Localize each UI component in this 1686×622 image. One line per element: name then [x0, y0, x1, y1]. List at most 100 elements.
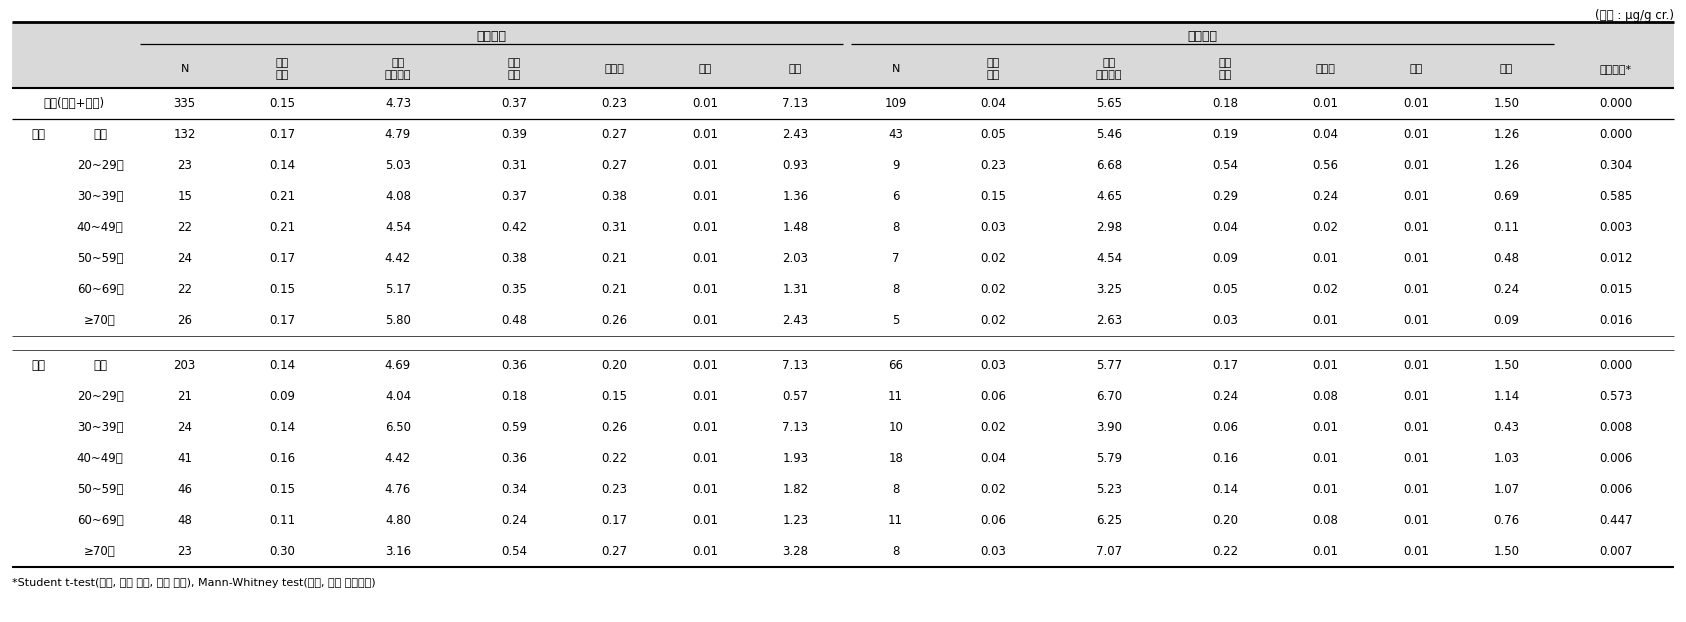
Text: 5.46: 5.46 [1096, 128, 1121, 141]
Text: 7.13: 7.13 [782, 359, 809, 372]
Text: 전체: 전체 [93, 128, 106, 141]
Text: 0.573: 0.573 [1600, 390, 1632, 403]
Bar [12, 181, 1674, 212]
Text: 1.50: 1.50 [1494, 359, 1519, 372]
Text: 0.015: 0.015 [1600, 283, 1632, 296]
Text: 0.21: 0.21 [600, 283, 627, 296]
Text: 2.03: 2.03 [782, 252, 809, 265]
Text: 0.01: 0.01 [1312, 97, 1339, 110]
Text: 0.22: 0.22 [1212, 545, 1238, 558]
Text: 0.06: 0.06 [1212, 421, 1238, 434]
Text: 48: 48 [177, 514, 192, 527]
Text: 최소: 최소 [1409, 64, 1423, 74]
Text: 8: 8 [892, 221, 899, 234]
Text: 0.17: 0.17 [268, 128, 295, 141]
Text: 0.304: 0.304 [1600, 159, 1632, 172]
Text: 0.01: 0.01 [691, 545, 718, 558]
Text: 0.17: 0.17 [1212, 359, 1238, 372]
Text: 5.79: 5.79 [1096, 452, 1121, 465]
Text: 0.01: 0.01 [691, 483, 718, 496]
Text: 5.23: 5.23 [1096, 483, 1121, 496]
Text: 2.43: 2.43 [782, 314, 809, 327]
Text: 0.31: 0.31 [501, 159, 528, 172]
Text: 43: 43 [889, 128, 904, 141]
Text: 5: 5 [892, 314, 899, 327]
Text: 0.01: 0.01 [1403, 159, 1428, 172]
Text: 0.03: 0.03 [1212, 314, 1238, 327]
Text: 0.17: 0.17 [600, 514, 627, 527]
Text: 0.02: 0.02 [980, 421, 1007, 434]
Text: 0.02: 0.02 [980, 283, 1007, 296]
Text: 7.13: 7.13 [782, 97, 809, 110]
Text: 0.56: 0.56 [1312, 159, 1339, 172]
Text: 0.05: 0.05 [1212, 283, 1238, 296]
Text: 0.01: 0.01 [1403, 283, 1428, 296]
Text: 0.16: 0.16 [1212, 452, 1238, 465]
Text: 0.39: 0.39 [501, 128, 528, 141]
Text: 24: 24 [177, 421, 192, 434]
Text: 0.01: 0.01 [1403, 483, 1428, 496]
Text: 3.16: 3.16 [384, 545, 411, 558]
Text: 0.15: 0.15 [270, 97, 295, 110]
Text: ≥70세: ≥70세 [84, 314, 116, 327]
Text: 8: 8 [892, 545, 899, 558]
Text: 최대: 최대 [1501, 64, 1512, 74]
Text: 0.57: 0.57 [782, 390, 809, 403]
Text: 0.006: 0.006 [1600, 452, 1632, 465]
Text: 60~69세: 60~69세 [76, 283, 123, 296]
Text: 30~39세: 30~39세 [78, 421, 123, 434]
Text: 2.98: 2.98 [1096, 221, 1121, 234]
Text: 26: 26 [177, 314, 192, 327]
Text: 0.26: 0.26 [600, 421, 627, 434]
Text: 18: 18 [889, 452, 904, 465]
Text: 3.28: 3.28 [782, 545, 809, 558]
Text: 0.20: 0.20 [1212, 514, 1238, 527]
Text: 0.18: 0.18 [501, 390, 528, 403]
Text: 0.08: 0.08 [1312, 514, 1339, 527]
Text: 0.59: 0.59 [501, 421, 528, 434]
Text: 대조지역: 대조지역 [1187, 29, 1217, 42]
Text: 7: 7 [892, 252, 899, 265]
Text: 0.01: 0.01 [691, 159, 718, 172]
Text: 0.01: 0.01 [691, 221, 718, 234]
Text: 4.73: 4.73 [384, 97, 411, 110]
Text: 0.43: 0.43 [1494, 421, 1519, 434]
Text: 0.03: 0.03 [980, 545, 1007, 558]
Text: 0.27: 0.27 [600, 545, 627, 558]
Text: 0.26: 0.26 [600, 314, 627, 327]
Text: 0.01: 0.01 [1312, 359, 1339, 372]
Text: 132: 132 [174, 128, 196, 141]
Text: 66: 66 [889, 359, 904, 372]
Text: 0.18: 0.18 [1212, 97, 1238, 110]
Text: 0.01: 0.01 [1403, 390, 1428, 403]
Text: 0.27: 0.27 [600, 159, 627, 172]
Text: 0.05: 0.05 [980, 128, 1007, 141]
Text: 0.09: 0.09 [1212, 252, 1238, 265]
Bar [12, 119, 1674, 150]
Text: 0.36: 0.36 [501, 359, 528, 372]
Text: 0.01: 0.01 [691, 252, 718, 265]
Text: 0.01: 0.01 [691, 514, 718, 527]
Text: 기하
표준편차: 기하 표준편차 [384, 58, 411, 80]
Text: 5.17: 5.17 [384, 283, 411, 296]
Text: 0.02: 0.02 [1312, 283, 1339, 296]
Bar [12, 336, 1674, 350]
Text: 0.30: 0.30 [270, 545, 295, 558]
Bar [12, 412, 1674, 443]
Text: (단위 : μg/g cr.): (단위 : μg/g cr.) [1595, 9, 1674, 22]
Text: 1.48: 1.48 [782, 221, 809, 234]
Text: 0.29: 0.29 [1212, 190, 1238, 203]
Text: 최소: 최소 [698, 64, 711, 74]
Text: 0.04: 0.04 [1312, 128, 1339, 141]
Text: 0.54: 0.54 [501, 545, 528, 558]
Text: 0.000: 0.000 [1600, 359, 1632, 372]
Text: 0.38: 0.38 [501, 252, 528, 265]
Text: 0.14: 0.14 [268, 421, 295, 434]
Text: 41: 41 [177, 452, 192, 465]
Text: 1.50: 1.50 [1494, 545, 1519, 558]
Text: 0.14: 0.14 [1212, 483, 1238, 496]
Text: 11: 11 [889, 390, 904, 403]
Text: 0.000: 0.000 [1600, 128, 1632, 141]
Text: 중위수: 중위수 [1315, 64, 1335, 74]
Text: 6.68: 6.68 [1096, 159, 1121, 172]
